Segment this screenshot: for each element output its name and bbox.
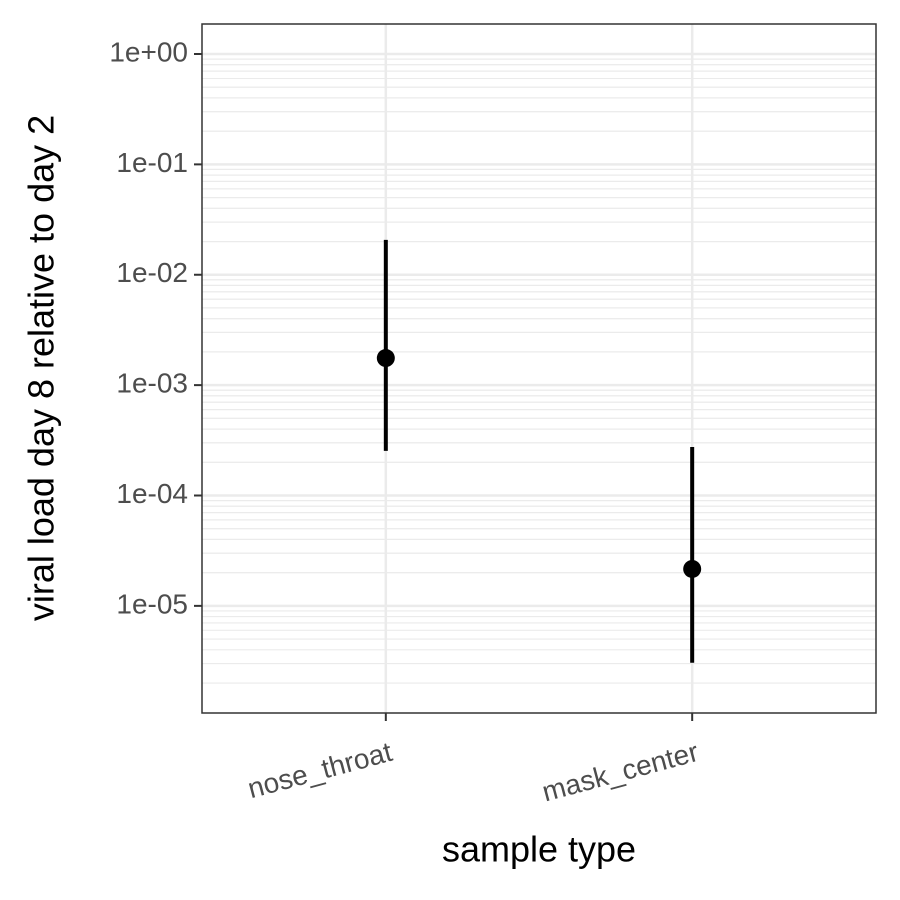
y-tick-label: 1e-05 [116,588,188,619]
x-axis-title: sample type [442,829,636,870]
y-tick-label: 1e-01 [116,147,188,178]
marks [376,239,702,663]
point [683,559,702,578]
y-tick-label: 1e-02 [116,257,188,288]
grid [202,24,876,713]
y-tick-label: 1e+00 [109,36,188,67]
y-tick-label: 1e-04 [116,478,188,509]
y-axis-title: viral load day 8 relative to day 2 [21,115,62,621]
point [376,349,395,368]
panel-border [201,23,877,714]
y-tick-label: 1e-03 [116,368,188,399]
